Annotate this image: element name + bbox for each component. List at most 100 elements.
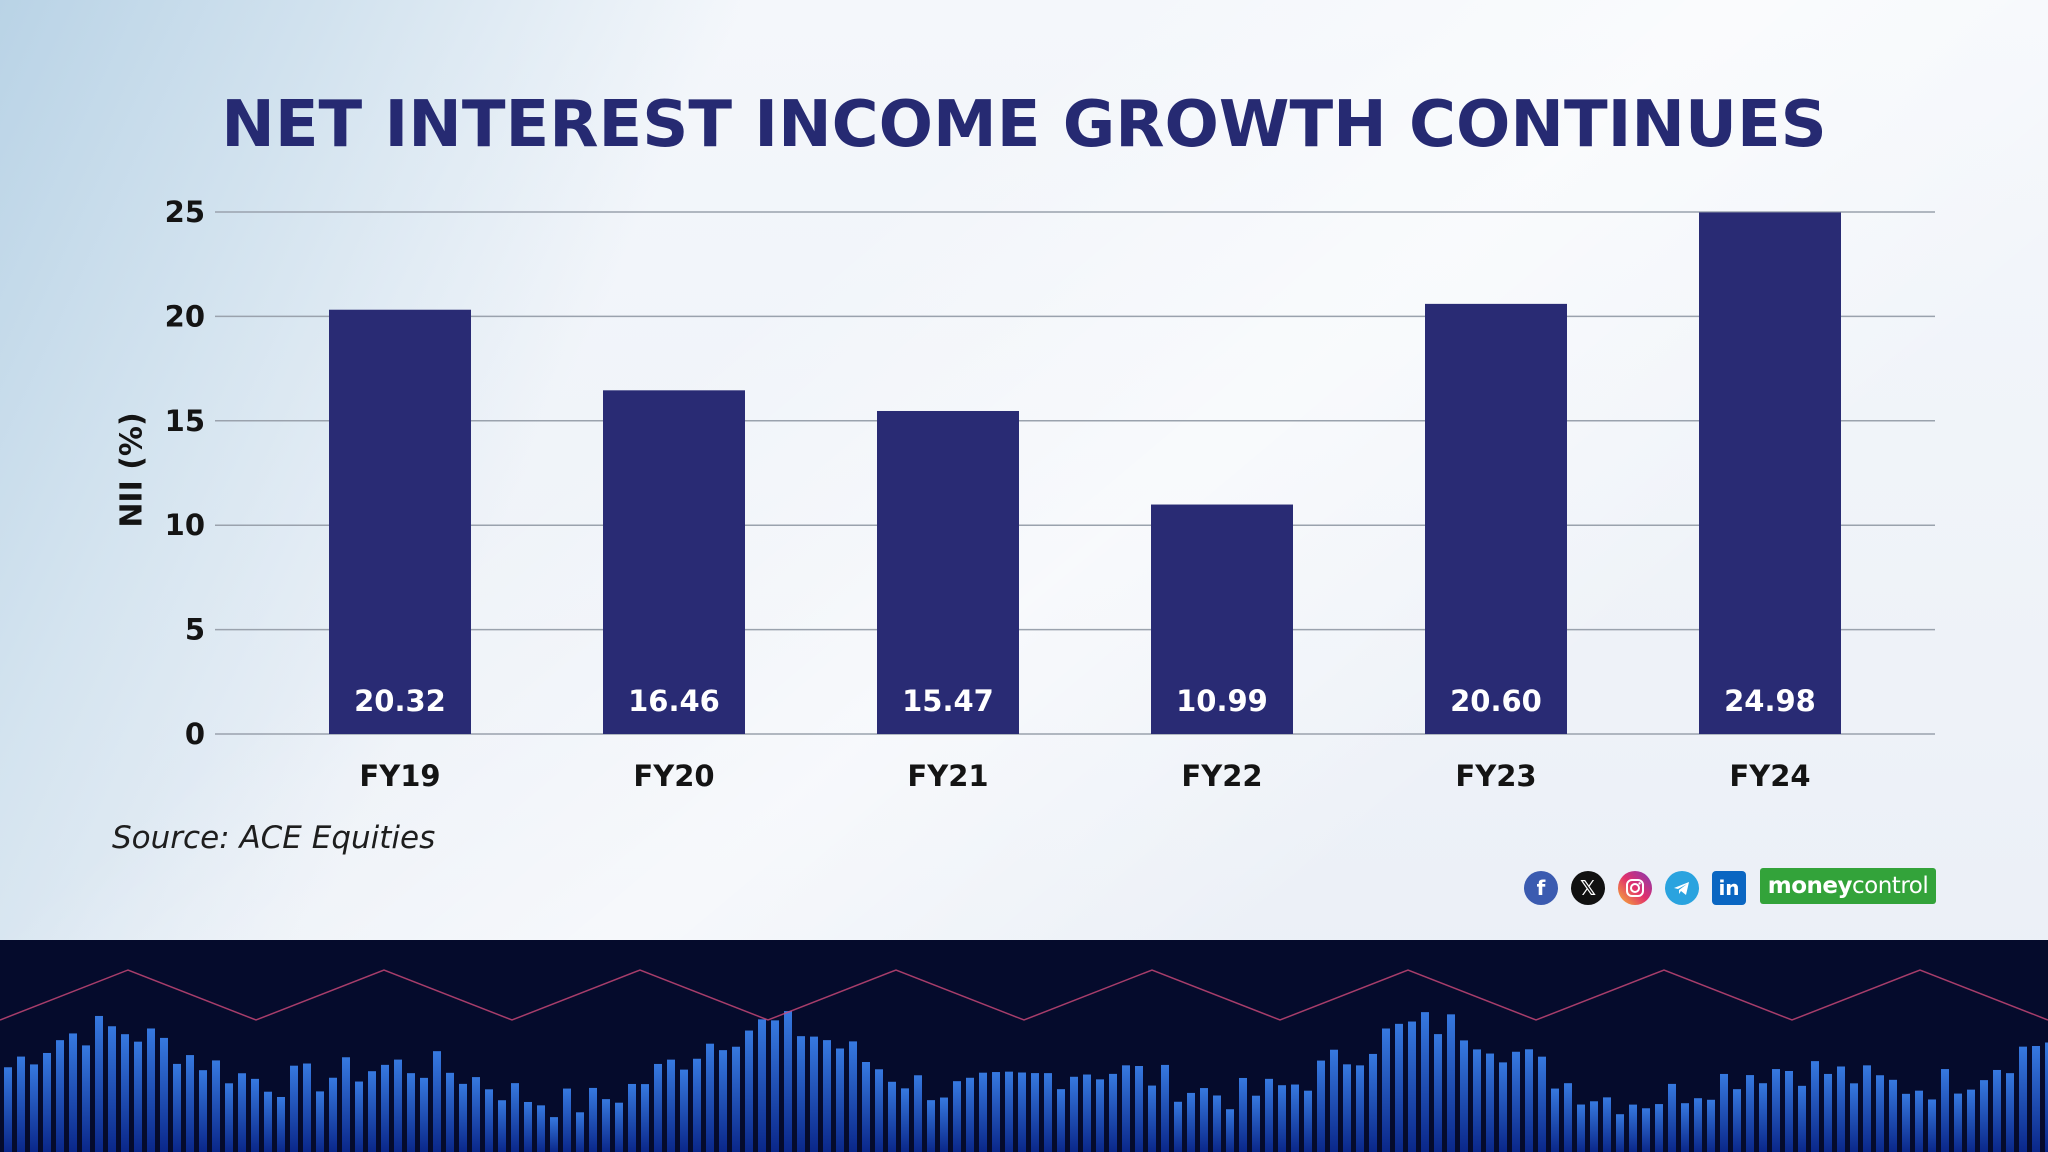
footer-bar [823,1040,831,1152]
footer-bar [108,1026,116,1152]
x-icon[interactable]: 𝕏 [1571,871,1605,905]
footer-bar [1187,1092,1195,1152]
footer-bar [732,1046,740,1152]
footer-bar [1616,1114,1624,1152]
footer-bar [1278,1085,1286,1152]
footer-bar [1070,1076,1078,1152]
footer-bar [1447,1014,1455,1152]
footer-bar [875,1069,883,1152]
footer-bar [888,1081,896,1152]
footer-bar [56,1040,64,1152]
footer-bars-graphic [0,969,2048,1152]
linkedin-icon[interactable]: in [1712,871,1746,905]
footer-bar [2006,1073,2014,1152]
footer-bar [1135,1066,1143,1152]
footer-bar [121,1034,129,1152]
footer-bar [459,1083,467,1152]
footer-bar [771,1020,779,1152]
footer-bar [836,1048,844,1152]
footer-bar [641,1084,649,1152]
footer-bar [1239,1077,1247,1152]
footer-bar [446,1072,454,1152]
footer-bar [1083,1074,1091,1152]
decorative-footer-banner [0,940,2048,1152]
footer-bar [95,1015,103,1152]
footer-bar [368,1071,376,1152]
chart-title: NET INTEREST INCOME GROWTH CONTINUES [221,88,1827,162]
footer-bar [654,1063,662,1152]
telegram-icon[interactable] [1665,871,1699,905]
footer-bar [927,1100,935,1152]
brand-part-control: control [1852,873,1929,899]
data-label: 20.60 [1450,684,1542,718]
footer-bar [30,1064,38,1152]
footer-bar [1564,1083,1572,1152]
footer-bar [1837,1066,1845,1152]
footer-bar [758,1019,766,1152]
footer-bar [225,1083,233,1152]
facebook-icon[interactable]: f [1524,871,1558,905]
footer-bar [667,1059,675,1152]
footer-bar [849,1041,857,1152]
footer-bar [1655,1104,1663,1152]
footer-bar [381,1064,389,1152]
footer-bar [1681,1103,1689,1152]
x-tick-label: FY20 [633,759,714,793]
footer-bar [615,1102,623,1152]
moneycontrol-logo[interactable]: money control [1760,868,1936,904]
footer-bar [1473,1049,1481,1152]
footer-bar [1148,1085,1156,1152]
footer-bar [1434,1034,1442,1152]
footer-bar [212,1060,220,1152]
footer-bar [1512,1051,1520,1152]
footer-bar [1863,1065,1871,1152]
footer-bar [563,1088,571,1152]
footer-bar [537,1105,545,1152]
bar-chart: 0 5 10 15 20 25 20.32 FY19 16.46 FY20 15.47 FY21 10.… [165,195,1935,793]
footer-bar [1291,1084,1299,1152]
y-tick-label: 20 [165,299,205,333]
footer-bar [173,1063,181,1152]
footer-bar [303,1063,311,1152]
footer-bar [4,1067,12,1152]
footer-bar [407,1073,415,1152]
footer-bar [1499,1062,1507,1152]
footer-bar [1226,1109,1234,1152]
footer-bar [1122,1065,1130,1152]
instagram-icon[interactable] [1618,871,1652,905]
footer-bar [316,1091,324,1152]
footer-bar [498,1100,506,1152]
footer-bar [1993,1069,2001,1152]
footer-bar [1915,1090,1923,1152]
footer-bar [576,1112,584,1152]
footer-bar [1382,1028,1390,1152]
footer-bar [1265,1078,1273,1152]
footer-bar [1109,1073,1117,1152]
footer-bar [693,1058,701,1152]
footer-bar [329,1077,337,1152]
footer-bar [147,1028,155,1152]
footer-bar [2032,1046,2040,1152]
footer-bar [472,1077,480,1152]
footer-bar [1174,1101,1182,1152]
footer-bar [1421,1012,1429,1152]
footer-bar [953,1081,961,1152]
bar-fy20 [603,390,745,734]
footer-bar [706,1043,714,1152]
x-tick-label: FY24 [1729,759,1810,793]
footer-bar [433,1051,441,1152]
footer-bar [1057,1089,1065,1152]
footer-bar [1759,1083,1767,1152]
footer-bar [355,1081,363,1152]
bar-fy22 [1151,504,1293,734]
footer-bar [251,1078,259,1152]
footer-bar [862,1062,870,1152]
footer-bar [1031,1073,1039,1152]
brand-part-money: money [1767,873,1853,899]
footer-bar [43,1052,51,1152]
footer-zigzag-line [0,969,2048,1021]
footer-bar [1486,1053,1494,1152]
source-note: Source: ACE Equities [112,820,436,856]
footer-bar [1668,1083,1676,1152]
footer-bar [1304,1090,1312,1152]
